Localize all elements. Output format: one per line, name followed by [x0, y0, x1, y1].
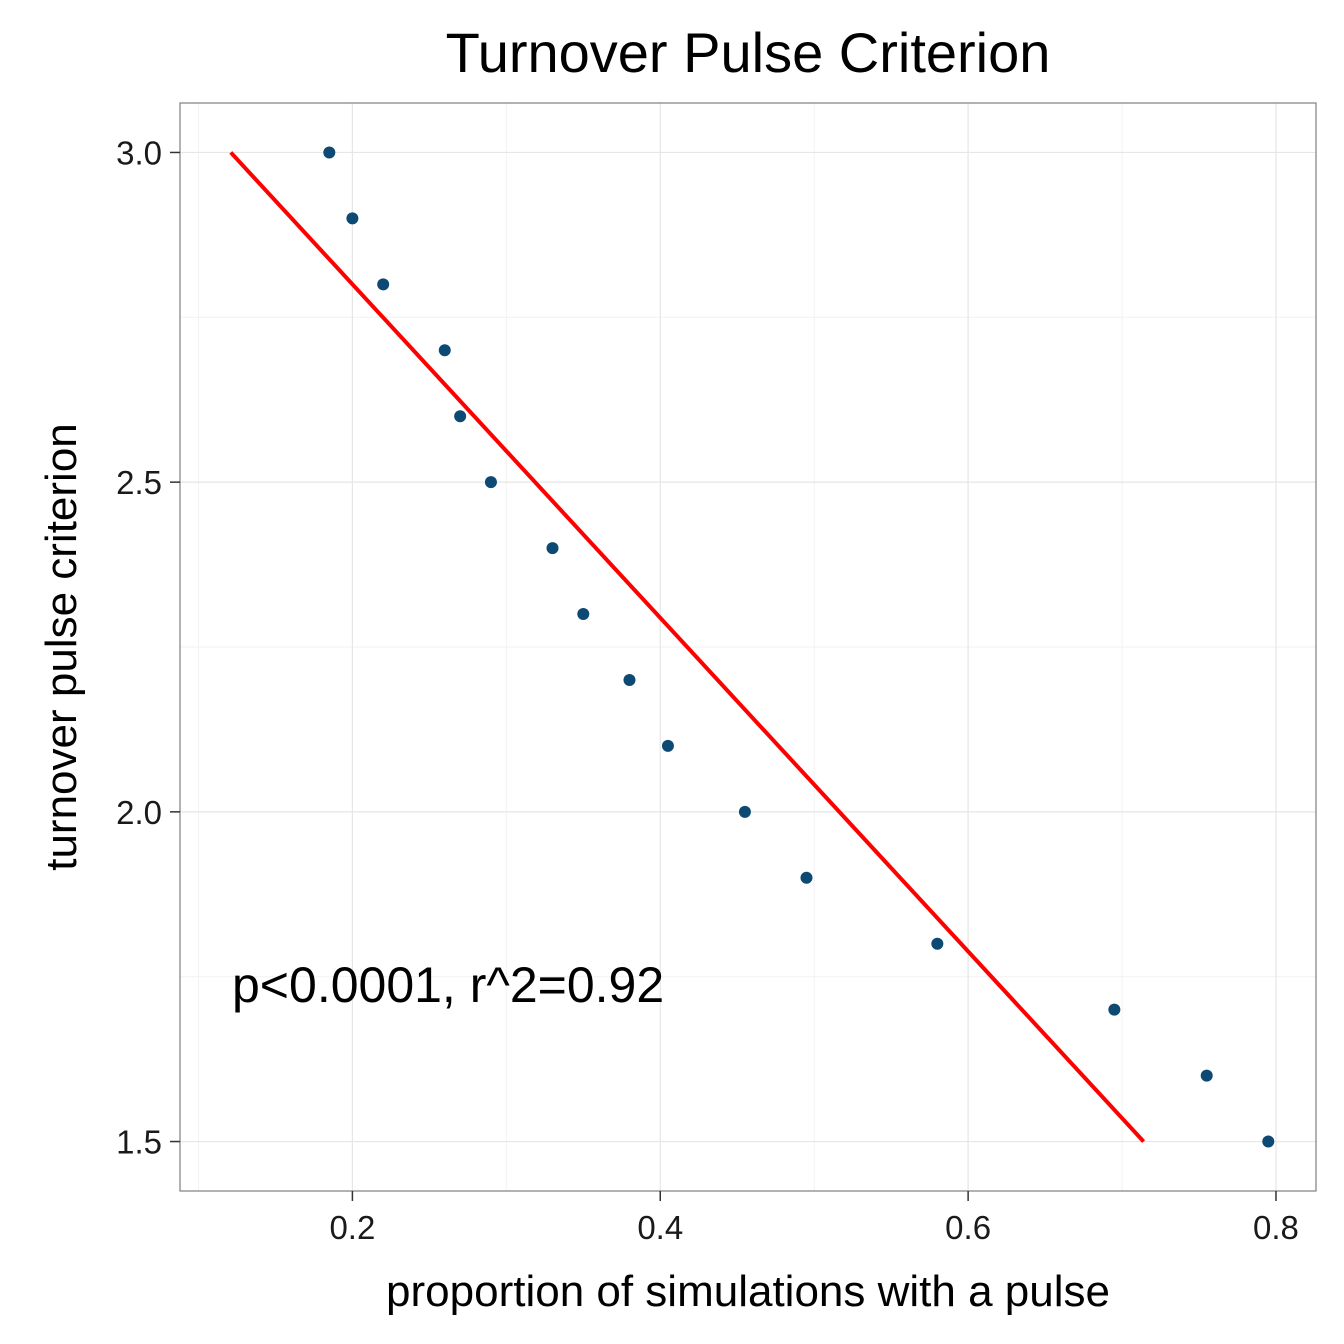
y-tick-label: 2.5	[116, 464, 162, 501]
x-tick-label: 0.4	[637, 1209, 683, 1246]
regression-line-group	[229, 151, 1146, 1143]
x-axis-ticks: 0.2 0.4 0.6 0.8	[329, 1191, 1299, 1246]
x-tick-label: 0.8	[1253, 1209, 1299, 1246]
data-point	[346, 212, 359, 225]
data-point	[377, 278, 390, 291]
x-axis-title: proportion of simulations with a pulse	[386, 1267, 1110, 1316]
data-point	[1262, 1135, 1275, 1148]
y-tick-label: 1.5	[116, 1124, 162, 1161]
data-point	[738, 805, 751, 818]
data-point	[661, 739, 674, 752]
data-point	[454, 410, 467, 423]
data-point	[1200, 1069, 1213, 1082]
data-point	[931, 937, 944, 950]
data-point	[546, 542, 559, 555]
stats-annotation: p<0.0001, r^2=0.92	[232, 957, 664, 1013]
data-point	[577, 608, 590, 621]
data-point	[438, 344, 451, 357]
plot-panel	[179, 102, 1317, 1192]
y-tick-label: 3.0	[116, 134, 162, 171]
regression-line	[229, 151, 1146, 1143]
data-point	[1108, 1003, 1121, 1016]
data-point	[484, 476, 497, 489]
x-tick-label: 0.2	[329, 1209, 375, 1246]
y-tick-label: 2.0	[116, 794, 162, 831]
y-axis-ticks: 1.5 2.0 2.5 3.0	[116, 134, 180, 1161]
data-point	[800, 871, 813, 884]
data-point	[323, 146, 336, 159]
chart-title: Turnover Pulse Criterion	[446, 21, 1051, 84]
x-tick-label: 0.6	[945, 1209, 991, 1246]
data-points	[323, 146, 1275, 1148]
y-axis-title: turnover pulse criterion	[37, 423, 86, 871]
data-point	[623, 673, 636, 686]
